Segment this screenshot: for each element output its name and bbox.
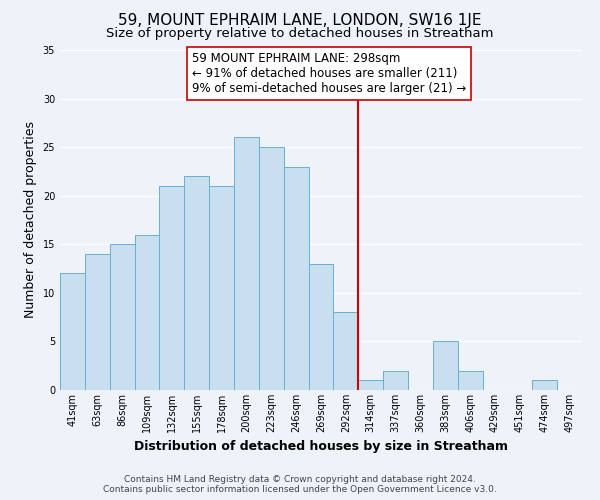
Bar: [85, 254, 110, 390]
Bar: [358, 380, 383, 390]
Bar: [532, 380, 557, 390]
Bar: [184, 176, 209, 390]
Bar: [234, 138, 259, 390]
Bar: [259, 147, 284, 390]
Y-axis label: Number of detached properties: Number of detached properties: [24, 122, 37, 318]
Bar: [433, 342, 458, 390]
Bar: [134, 234, 160, 390]
Text: 59, MOUNT EPHRAIM LANE, LONDON, SW16 1JE: 59, MOUNT EPHRAIM LANE, LONDON, SW16 1JE: [118, 12, 482, 28]
Bar: [209, 186, 234, 390]
X-axis label: Distribution of detached houses by size in Streatham: Distribution of detached houses by size …: [134, 440, 508, 454]
Bar: [110, 244, 134, 390]
Text: Size of property relative to detached houses in Streatham: Size of property relative to detached ho…: [106, 28, 494, 40]
Text: 59 MOUNT EPHRAIM LANE: 298sqm
← 91% of detached houses are smaller (211)
9% of s: 59 MOUNT EPHRAIM LANE: 298sqm ← 91% of d…: [192, 52, 466, 95]
Bar: [60, 274, 85, 390]
Bar: [458, 370, 482, 390]
Bar: [334, 312, 358, 390]
Bar: [308, 264, 334, 390]
Bar: [284, 166, 308, 390]
Text: Contains HM Land Registry data © Crown copyright and database right 2024.
Contai: Contains HM Land Registry data © Crown c…: [103, 474, 497, 494]
Bar: [160, 186, 184, 390]
Bar: [383, 370, 408, 390]
